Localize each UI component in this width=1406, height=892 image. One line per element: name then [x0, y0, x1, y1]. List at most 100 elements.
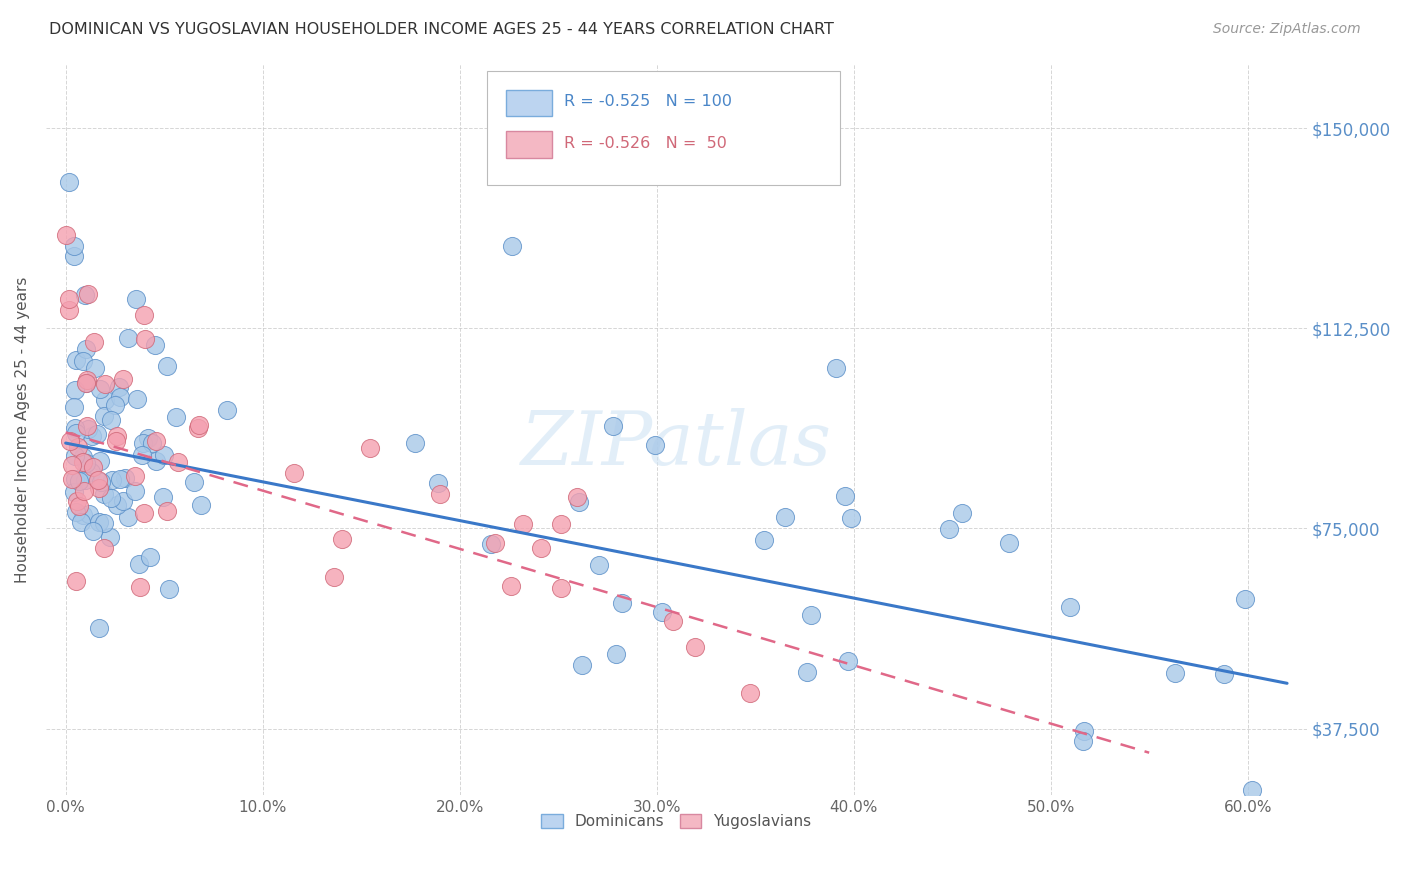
Dominicans [77, 507, 100, 521]
Yugoslavians [187, 420, 209, 434]
Dominicans [110, 390, 132, 404]
Dominicans [605, 648, 627, 662]
Dominicans [117, 331, 139, 345]
Y-axis label: Householder Income Ages 25 - 44 years: Householder Income Ages 25 - 44 years [15, 277, 30, 582]
Dominicans [131, 448, 153, 462]
Dominicans [80, 465, 103, 479]
FancyBboxPatch shape [488, 71, 841, 185]
Dominicans [125, 392, 148, 406]
Dominicans [90, 475, 112, 490]
Yugoslavians [72, 455, 94, 469]
Dominicans [63, 449, 86, 463]
Dominicans [93, 516, 115, 530]
Yugoslavians [58, 292, 80, 306]
Dominicans [86, 427, 108, 442]
Yugoslavians [499, 579, 522, 593]
Dominicans [89, 383, 111, 397]
Dominicans [145, 454, 167, 468]
Text: ZIPatlas: ZIPatlas [520, 409, 832, 481]
Dominicans [145, 338, 167, 352]
Dominicans [571, 658, 593, 673]
Dominicans [82, 524, 104, 539]
Dominicans [837, 654, 859, 668]
Yugoslavians [187, 418, 209, 433]
Yugoslavians [76, 418, 98, 433]
Dominicans [104, 398, 127, 412]
Yugoslavians [166, 455, 188, 469]
Text: R = -0.526   N =  50: R = -0.526 N = 50 [564, 136, 727, 151]
Yugoslavians [565, 490, 588, 504]
Dominicans [938, 522, 960, 536]
Dominicans [62, 238, 84, 252]
Yugoslavians [359, 441, 381, 455]
Dominicans [602, 419, 624, 434]
Dominicans [89, 454, 111, 468]
Dominicans [72, 508, 94, 522]
Dominicans [950, 507, 973, 521]
Dominicans [125, 293, 148, 307]
Dominicans [141, 436, 163, 450]
Dominicans [89, 515, 111, 529]
Dominicans [67, 474, 90, 488]
Yugoslavians [76, 373, 98, 387]
Dominicans [651, 605, 673, 619]
Dominicans [114, 471, 136, 485]
Dominicans [139, 549, 162, 564]
Yugoslavians [128, 580, 150, 594]
Dominicans [834, 489, 856, 503]
Dominicans [75, 456, 97, 470]
Yugoslavians [77, 286, 100, 301]
Dominicans [105, 498, 128, 512]
Dominicans [76, 422, 98, 436]
Yugoslavians [67, 499, 90, 513]
FancyBboxPatch shape [506, 131, 551, 158]
Dominicans [101, 473, 124, 487]
Dominicans [72, 354, 94, 368]
Dominicans [107, 380, 129, 394]
Yugoslavians [55, 227, 77, 242]
Yugoslavians [94, 376, 117, 391]
Yugoslavians [330, 532, 353, 546]
Dominicans [427, 476, 450, 491]
Yugoslavians [60, 458, 83, 472]
Dominicans [65, 505, 87, 519]
Dominicans [132, 436, 155, 450]
Dominicans [100, 491, 122, 505]
Dominicans [825, 361, 848, 376]
Dominicans [75, 473, 97, 487]
Dominicans [98, 529, 121, 543]
Dominicans [75, 343, 97, 357]
Yugoslavians [662, 614, 685, 628]
Dominicans [80, 429, 103, 443]
Yugoslavians [87, 473, 110, 487]
Yugoslavians [484, 535, 506, 549]
Dominicans [568, 495, 591, 509]
Dominicans [94, 393, 117, 408]
Dominicans [63, 484, 86, 499]
Dominicans [1241, 783, 1264, 797]
Dominicans [128, 557, 150, 571]
Dominicans [138, 431, 160, 445]
Yugoslavians [105, 429, 128, 443]
Dominicans [1213, 666, 1236, 681]
Dominicans [644, 437, 666, 451]
Dominicans [153, 448, 176, 462]
Yugoslavians [75, 376, 97, 390]
Dominicans [157, 582, 180, 596]
Dominicans [610, 596, 633, 610]
Yugoslavians [105, 434, 128, 448]
Dominicans [65, 425, 87, 440]
Dominicans [83, 360, 105, 375]
Dominicans [110, 472, 132, 486]
Dominicans [58, 174, 80, 188]
Yugoslavians [83, 334, 105, 349]
Dominicans [165, 409, 187, 424]
Dominicans [117, 510, 139, 524]
Dominicans [112, 493, 135, 508]
Yugoslavians [59, 434, 82, 448]
Dominicans [124, 484, 146, 499]
Yugoslavians [112, 372, 135, 386]
Yugoslavians [429, 486, 451, 500]
Text: R = -0.525   N = 100: R = -0.525 N = 100 [564, 94, 733, 109]
Dominicans [1164, 665, 1187, 680]
